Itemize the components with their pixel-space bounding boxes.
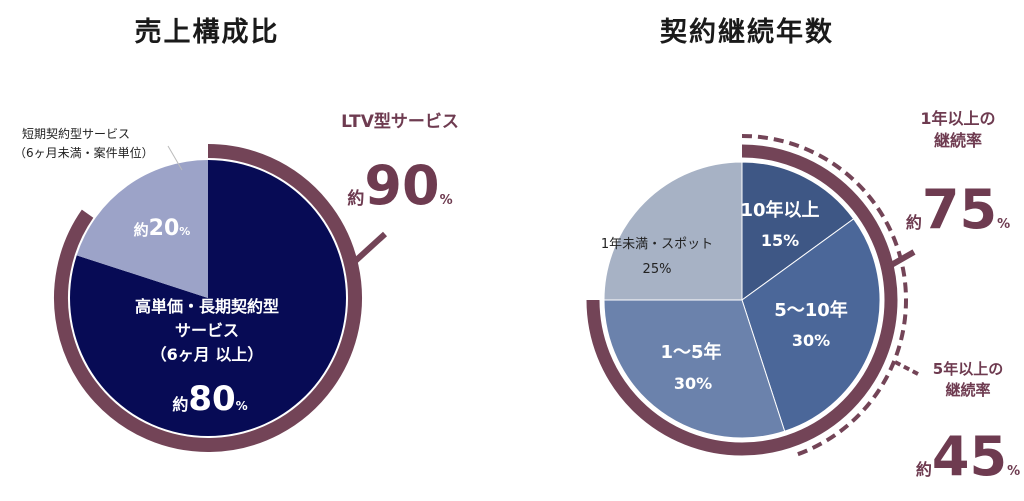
short-term-value-prefix: 約 (134, 221, 149, 239)
short-term-value: 約20% (134, 216, 191, 241)
retention-1yr-value: 約75% (906, 178, 1010, 241)
short-term-external-label: 短期契約型サービス (22, 126, 130, 141)
retention-5yr-leader (894, 360, 919, 376)
retention-1yr-value-number: 75 (922, 178, 997, 241)
contract-years-pie: 10年以上 15% 5～10年 30% 1～5年 30% 1年未満・スポット 25% 1年以上の… (586, 109, 1020, 488)
pie-slice-under1-label: 1年未満・スポット (601, 237, 713, 252)
pie-slice-10plus-label: 10年以上 (740, 199, 819, 221)
pie-slice-1-5 (603, 299, 786, 439)
pie-slice-10plus (741, 161, 855, 301)
ltv-callout-title: LTV型サービス (341, 111, 459, 132)
pie-slice-under1-pct: 25% (643, 262, 672, 277)
pie-slice-5-10-label: 5～10年 (774, 299, 848, 321)
retention-1yr-value-prefix: 約 (906, 213, 922, 232)
short-term-leader-line (167, 145, 183, 171)
ltv-callout-value-prefix: 約 (347, 188, 364, 209)
long-term-label-line: サービス (175, 321, 239, 340)
long-term-value-unit: % (236, 399, 248, 413)
retention-5yr-value: 約45% (916, 425, 1020, 488)
long-term-value-prefix: 約 (172, 395, 188, 414)
retention-1yr-leader (884, 249, 916, 271)
short-term-value-unit: % (179, 225, 190, 238)
ltv-callout-value-unit: % (440, 193, 453, 208)
retention-5yr-title: 5年以上の (933, 360, 1003, 378)
retention-1yr-title: 1年以上の (920, 109, 995, 128)
ltv-ring (54, 144, 362, 452)
retention-1yr-value-unit: % (997, 217, 1010, 232)
pie-slice-short-term (76, 160, 208, 298)
retention-1yr-ring (586, 144, 898, 456)
long-term-value-number: 80 (188, 379, 235, 419)
pie-slice-1-5-label: 1～5年 (660, 341, 721, 363)
title-sales-composition: 売上構成比 (134, 17, 280, 48)
pie-slice-5-10 (741, 218, 881, 432)
ltv-callout-value-number: 90 (364, 154, 439, 217)
long-term-label-line: （6ヶ月 以上） (151, 345, 264, 364)
title-contract-years: 契約継続年数 (660, 17, 834, 48)
retention-5yr-ring (741, 134, 908, 458)
ltv-callout-value: 約90% (347, 154, 452, 217)
short-term-value-number: 20 (149, 216, 180, 241)
pie-slice-5-10-pct: 30% (792, 331, 830, 350)
retention-5yr-value-unit: % (1007, 464, 1020, 479)
ltv-leader-line (349, 231, 388, 267)
retention-1yr-title: 継続率 (934, 131, 982, 150)
retention-5yr-value-number: 45 (932, 425, 1007, 488)
pie-slice-1-5-pct: 30% (674, 374, 712, 393)
long-term-value: 約80% (172, 379, 247, 419)
short-term-external-label: （6ヶ月未満・案件単位） (14, 145, 154, 160)
long-term-label-line: 高単価・長期契約型 (135, 297, 279, 316)
pie-slice-under1 (603, 161, 743, 301)
retention-5yr-value-prefix: 約 (916, 460, 932, 479)
pie-slice-10plus-pct: 15% (761, 231, 799, 250)
retention-5yr-title: 継続率 (945, 381, 990, 399)
